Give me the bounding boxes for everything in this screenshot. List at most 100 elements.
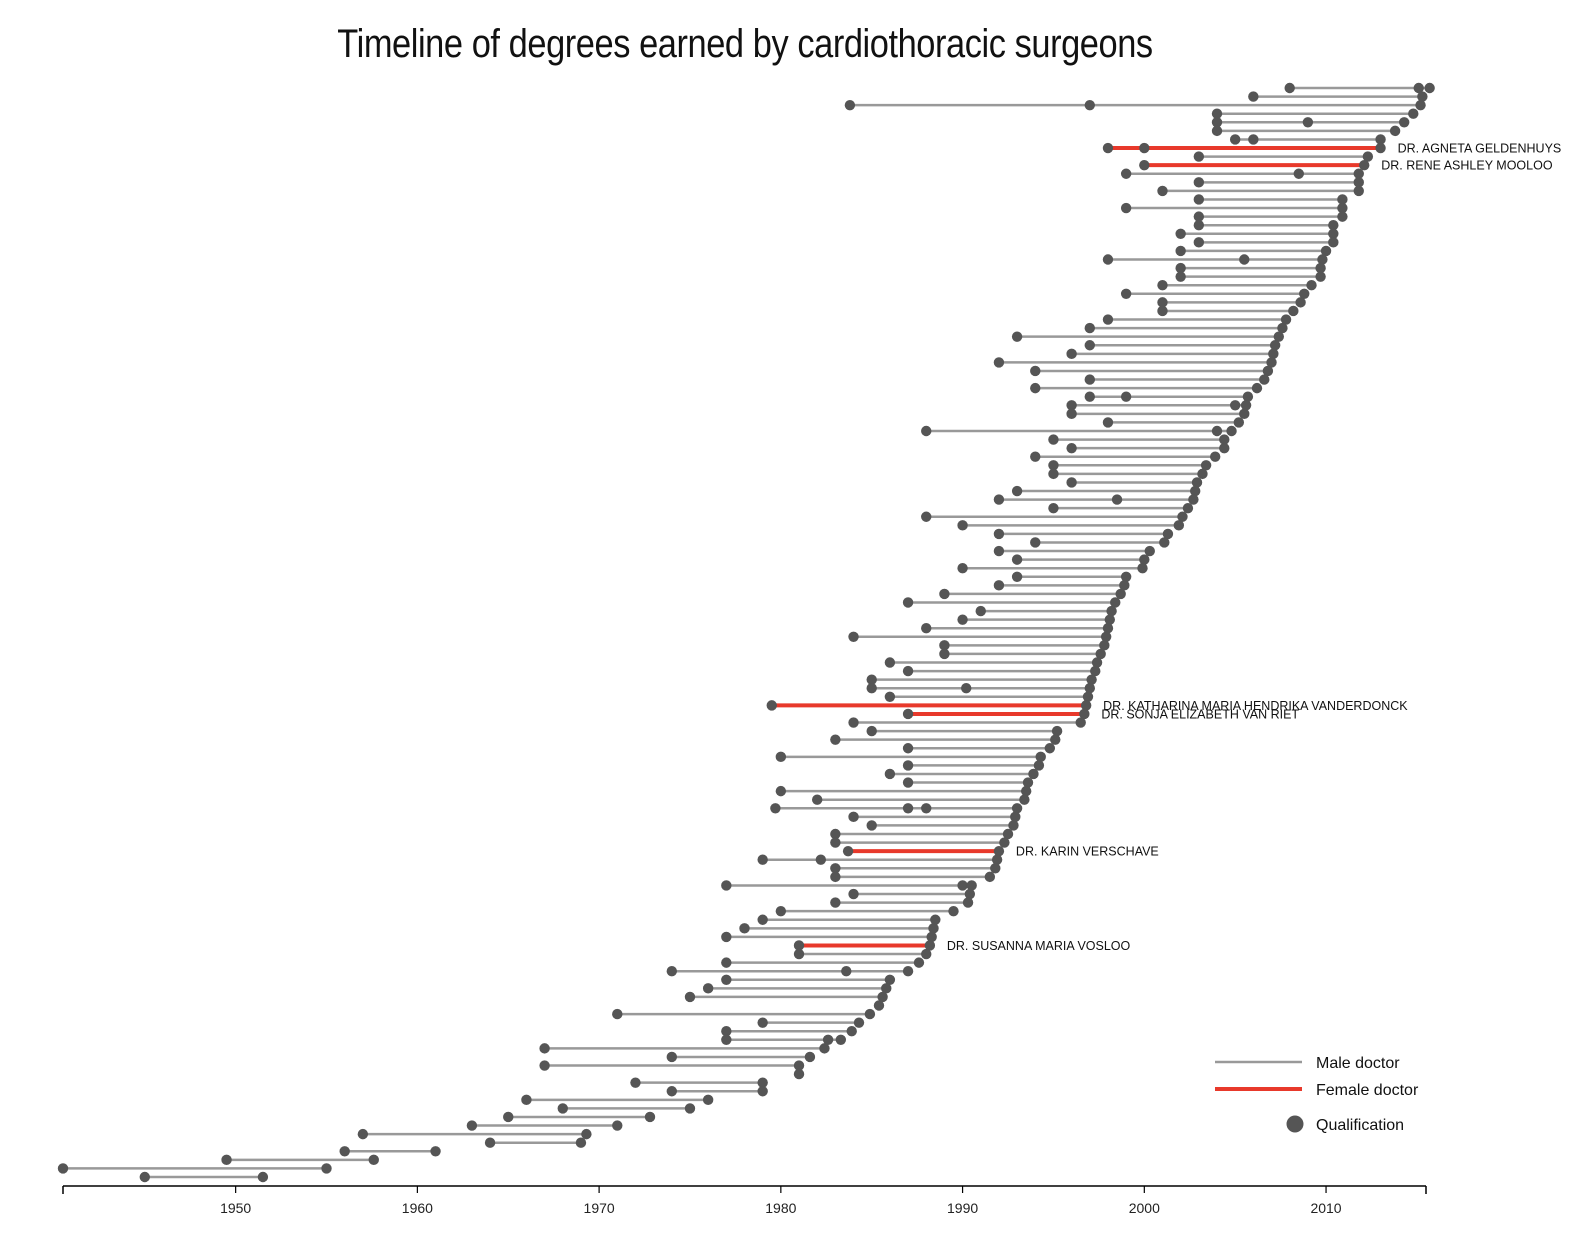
qualification-dot [1182,502,1194,514]
qualification-dot [339,1146,350,1157]
qualification-dot [257,1171,269,1183]
doctor-name-label: DR. SUSANNA MARIA VOSLOO [947,939,1131,953]
qualification-dot [1102,142,1114,154]
qualification-dot [702,1094,714,1106]
qualification-dot [1248,134,1259,145]
qualification-dot [793,1060,805,1071]
qualification-dot [1120,288,1132,299]
chart-title: Timeline of degrees earned by cardiothor… [337,22,1153,66]
qualification-dot [1084,683,1095,694]
qualification-dot [1288,305,1299,317]
qualification-dot [884,974,896,985]
qualification-dot [721,931,732,943]
qualification-dot [1011,554,1023,565]
doctor-name-label: DR. SONJA ELIZABETH VAN RIET [1101,707,1299,721]
qualification-dot [928,923,939,934]
qualification-dot [1233,417,1245,428]
qualification-dot [921,948,932,960]
qualification-dot [484,1137,496,1148]
qualification-dot [793,940,805,951]
x-axis-tick-label: 2010 [1310,1200,1341,1216]
qualification-dot [902,760,914,771]
qualification-dot [770,803,781,814]
qualification-dot [1048,502,1059,514]
qualification-dot [1044,743,1056,754]
qualification-dot [1082,691,1094,703]
female-doctor-labels: DR. AGNETA GELDENHUYS DR. RENE ASHLEY MOO… [947,142,1561,953]
qualification-dot [1173,520,1185,531]
qualification-dot [702,983,714,994]
qualification-dot [503,1111,514,1123]
qualification-dot [1328,237,1339,248]
qualification-dot [1030,451,1041,462]
qualification-dot [866,683,877,694]
qualification-dot [848,717,859,728]
qualification-dot [1328,219,1339,231]
qualification-dot [902,777,914,788]
qualification-dot [721,974,732,985]
qualification-dot [1104,614,1115,625]
qualification-dot [1106,605,1117,617]
qualification-dot [1035,751,1046,763]
qualification-dot [1066,348,1077,360]
qualification-dot [873,1000,885,1011]
qualification-dot [1066,477,1077,488]
legend: Male doctor Female doctor Qualification [1215,1055,1419,1134]
qualification-dot [539,1043,550,1054]
qualification-dot [961,683,972,694]
qualification-dot [1080,700,1092,711]
qualification-dot [1030,537,1041,548]
qualification-dot [539,1060,550,1071]
qualification-dot [921,803,932,814]
qualification-dot [811,794,823,805]
qualification-dot [557,1103,568,1114]
qualification-dot [939,588,950,600]
qualification-dot [1219,434,1230,445]
qualification-dot [1193,211,1205,222]
qualification-dot [1159,537,1170,548]
qualification-dot [804,1051,816,1063]
qualification-dot [1211,108,1223,119]
qualification-dot [1306,280,1317,291]
qualification-dot [957,562,968,574]
qualification-dot [975,605,986,617]
qualification-dot [1240,400,1252,411]
qualification-dot [1008,820,1019,831]
qualification-dot [1239,254,1250,265]
qualification-dot [830,863,841,874]
x-axis-tick-label: 1980 [765,1200,796,1216]
qualification-dot [1193,151,1205,162]
qualification-dot [1219,442,1230,454]
qualification-dot [1084,99,1095,111]
qualification-dot [1139,159,1150,171]
qualification-dot [466,1120,478,1131]
qualification-dot [757,1086,768,1097]
legend-dot-swatch [1286,1115,1304,1133]
qualification-dot [1375,142,1386,154]
qualification-dot [1284,82,1295,94]
qualification-dot [1095,648,1106,660]
qualification-dot [1337,211,1348,222]
qualification-dot [775,751,787,763]
qualification-dot [684,991,696,1003]
qualification-dot [1280,314,1292,325]
qualification-dot [990,863,1001,874]
qualification-dot [1066,400,1077,411]
qualification-dot [884,657,896,668]
qualification-dot [948,905,959,917]
qualification-dot [1084,340,1095,351]
qualification-dot [1193,237,1205,248]
qualification-dot [1119,580,1130,591]
qualification-dot [926,931,937,943]
legend-label: Qualification [1316,1117,1404,1134]
qualification-dot [993,528,1005,540]
qualification-dot [1019,794,1030,805]
qualification-dot [139,1171,150,1183]
qualification-dot [848,631,859,642]
qualification-dot [830,871,841,883]
qualification-dot [957,880,968,891]
qualification-dot [913,957,925,968]
qualification-dot [793,1068,805,1080]
qualification-dot [1299,288,1310,299]
qualification-dot [1251,382,1263,394]
